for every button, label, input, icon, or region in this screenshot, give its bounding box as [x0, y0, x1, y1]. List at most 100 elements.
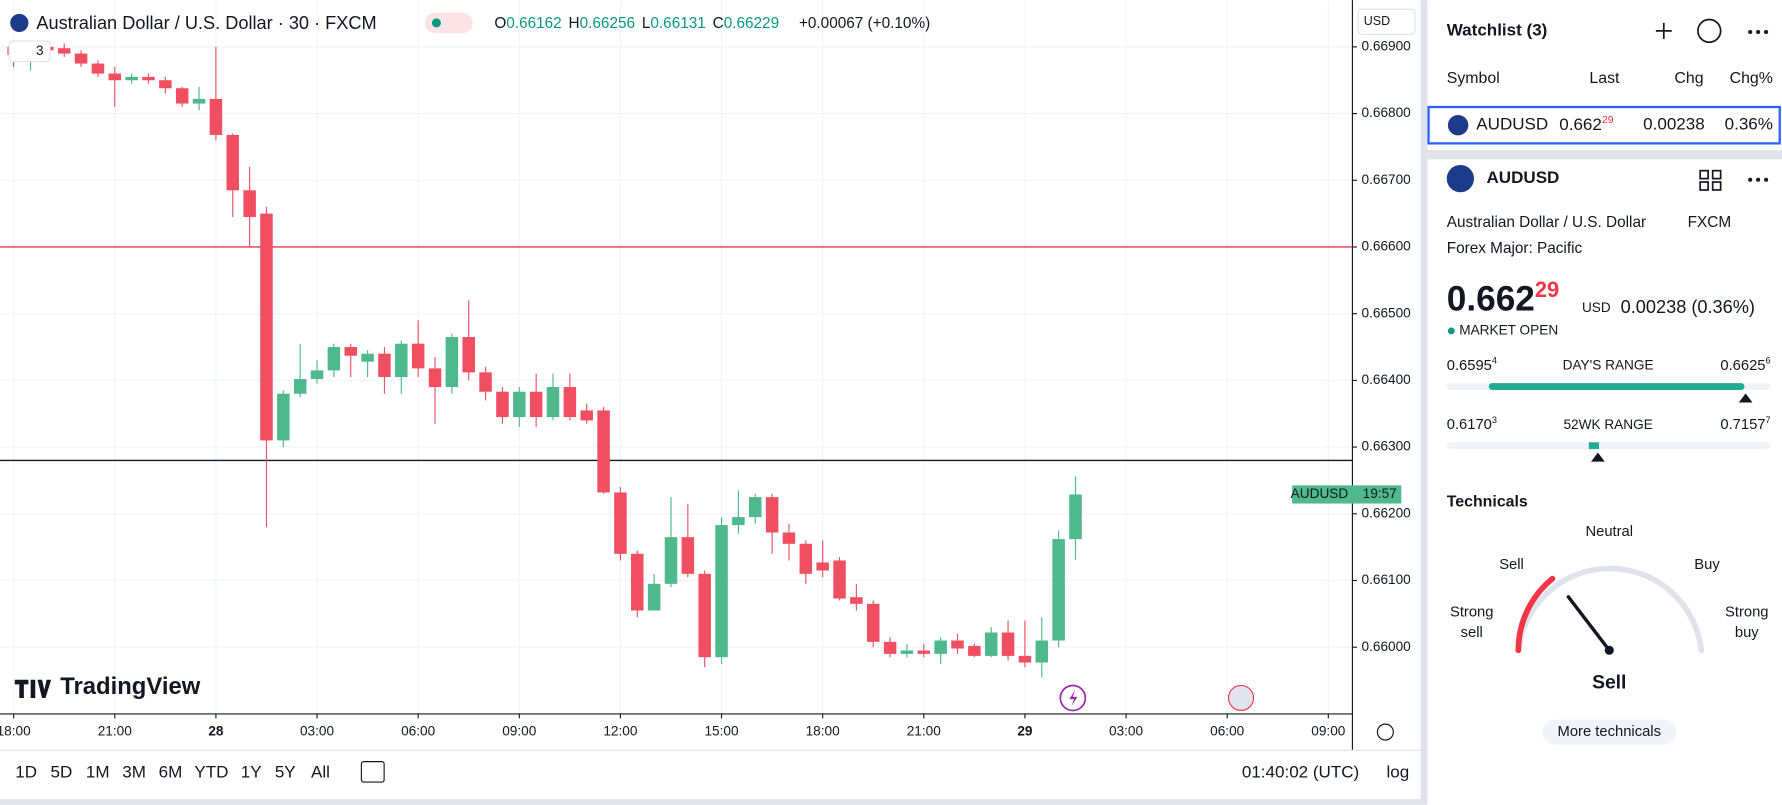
gauge-sell — [1515, 575, 1556, 654]
candle-body — [159, 80, 172, 89]
range-button[interactable]: All — [311, 762, 330, 781]
candle-body — [917, 650, 931, 654]
flag-icon — [10, 13, 29, 33]
candle-body — [1001, 632, 1015, 656]
watchlist-title[interactable]: Watchlist (3) — [1447, 20, 1548, 39]
candle-body — [1035, 640, 1049, 663]
superscript: 29 — [1602, 114, 1614, 126]
column-header[interactable]: Chg% — [1730, 70, 1773, 87]
x-tick-label: 12:00 — [603, 724, 638, 739]
text-part: 0.66131 — [650, 15, 705, 32]
add-icon[interactable] — [1655, 22, 1672, 39]
date-range-icon[interactable] — [360, 761, 385, 783]
more-icon[interactable] — [1748, 29, 1769, 35]
candle-body — [883, 641, 897, 654]
column-header[interactable]: Symbol — [1447, 70, 1500, 87]
candle-body — [378, 353, 391, 378]
divider — [1420, 0, 1428, 805]
candle-body — [74, 53, 88, 64]
range-button[interactable]: 6M — [159, 762, 183, 781]
candle-body — [968, 645, 981, 656]
candle-body — [293, 379, 307, 394]
x-tick-label: 06:00 — [401, 724, 436, 739]
candle-body — [732, 517, 745, 526]
range-button[interactable]: 1Y — [241, 762, 262, 781]
superscript: 3 — [1492, 415, 1497, 425]
market-status: MARKET OPEN — [1459, 322, 1558, 337]
logo-icon — [14, 679, 52, 698]
gauge-label: Sell — [1499, 557, 1524, 573]
x-tick-label: 15:00 — [704, 724, 739, 739]
event-icon[interactable] — [1227, 684, 1255, 712]
candle-body — [108, 73, 122, 81]
detail-name: Australian Dollar / U.S. Dollar — [1447, 214, 1646, 231]
currency-select[interactable]: USD — [1364, 14, 1390, 28]
candle-body — [597, 410, 610, 493]
x-tick-label: 09:00 — [1311, 724, 1346, 739]
candle-body — [984, 632, 998, 656]
more-technicals-button[interactable]: More technicals — [1558, 724, 1661, 740]
range-marker — [1738, 393, 1753, 403]
range-marker — [1591, 452, 1605, 462]
more-technicals-button[interactable] — [1542, 719, 1677, 745]
status-pill[interactable] — [425, 12, 473, 34]
event-icon — [1069, 690, 1078, 706]
x-tick-label: 18:00 — [0, 724, 31, 739]
detail-currency: USD — [1582, 300, 1611, 315]
candle-body — [546, 387, 560, 418]
range-button[interactable]: 1M — [86, 762, 110, 781]
range-label: 52WK RANGE — [1563, 417, 1652, 432]
candle-body — [664, 537, 678, 584]
range-fill — [1588, 442, 1600, 450]
range-button[interactable]: 5Y — [275, 762, 296, 781]
log-toggle[interactable]: log — [1387, 762, 1410, 781]
range-button[interactable]: 3M — [122, 762, 146, 781]
settings-icon[interactable] — [1376, 723, 1394, 741]
text-part: 0.66162 — [506, 15, 561, 32]
candle-body — [277, 393, 290, 441]
range-low: 0.65954 — [1447, 356, 1497, 374]
detail-symbol: AUDUSD — [1487, 168, 1560, 187]
y-tick-label: 0.66400 — [1362, 372, 1412, 387]
column-header[interactable]: Last — [1589, 70, 1620, 87]
column-header[interactable]: Chg — [1674, 70, 1703, 87]
layout-icon[interactable] — [1699, 169, 1722, 191]
detail-price: 0.66229 — [1447, 277, 1559, 319]
text-part: 0.662 — [1559, 115, 1602, 134]
text-part: 0.6625 — [1720, 358, 1765, 374]
candle-body — [344, 347, 357, 356]
indicator-count[interactable]: 3 — [36, 43, 44, 58]
gauge-pivot — [1604, 645, 1614, 655]
chart-icon[interactable] — [1697, 18, 1722, 44]
currency-select[interactable] — [1357, 8, 1416, 35]
range-button[interactable]: 1D — [15, 762, 37, 781]
ohlc-change: +0.00067 (+0.10%) — [799, 15, 930, 32]
y-tick-label: 0.66500 — [1362, 305, 1412, 320]
flag-icon — [1446, 164, 1475, 193]
range-button[interactable]: YTD — [194, 762, 228, 781]
text-part: L — [642, 15, 651, 32]
candle-body — [513, 391, 526, 418]
range-low: 0.61703 — [1447, 415, 1497, 433]
x-tick-label: 21:00 — [907, 724, 942, 739]
logo: TradingView — [60, 673, 201, 700]
y-tick-label: 0.66700 — [1362, 172, 1412, 187]
y-tick-label: 0.66100 — [1362, 572, 1412, 587]
candle-body — [175, 88, 189, 104]
candle-body — [1018, 655, 1032, 663]
flag-icon — [1447, 114, 1469, 136]
row-last: 0.66229 — [1559, 114, 1613, 134]
candle-body — [647, 583, 661, 611]
text-part: 0.66256 — [580, 15, 635, 32]
gauge-track — [1515, 565, 1705, 654]
x-tick-label: 03:00 — [300, 724, 335, 739]
status-dot — [1447, 327, 1455, 335]
x-tick-label: 29 — [1017, 724, 1033, 739]
range-button[interactable]: 5D — [50, 762, 72, 781]
indicator-toggle[interactable] — [8, 40, 51, 63]
price-label-box — [1292, 485, 1402, 504]
watchlist-row[interactable] — [1427, 105, 1781, 145]
more-icon[interactable] — [1748, 177, 1769, 182]
text-part: 0.6170 — [1447, 417, 1492, 433]
candle-body — [1052, 539, 1065, 641]
